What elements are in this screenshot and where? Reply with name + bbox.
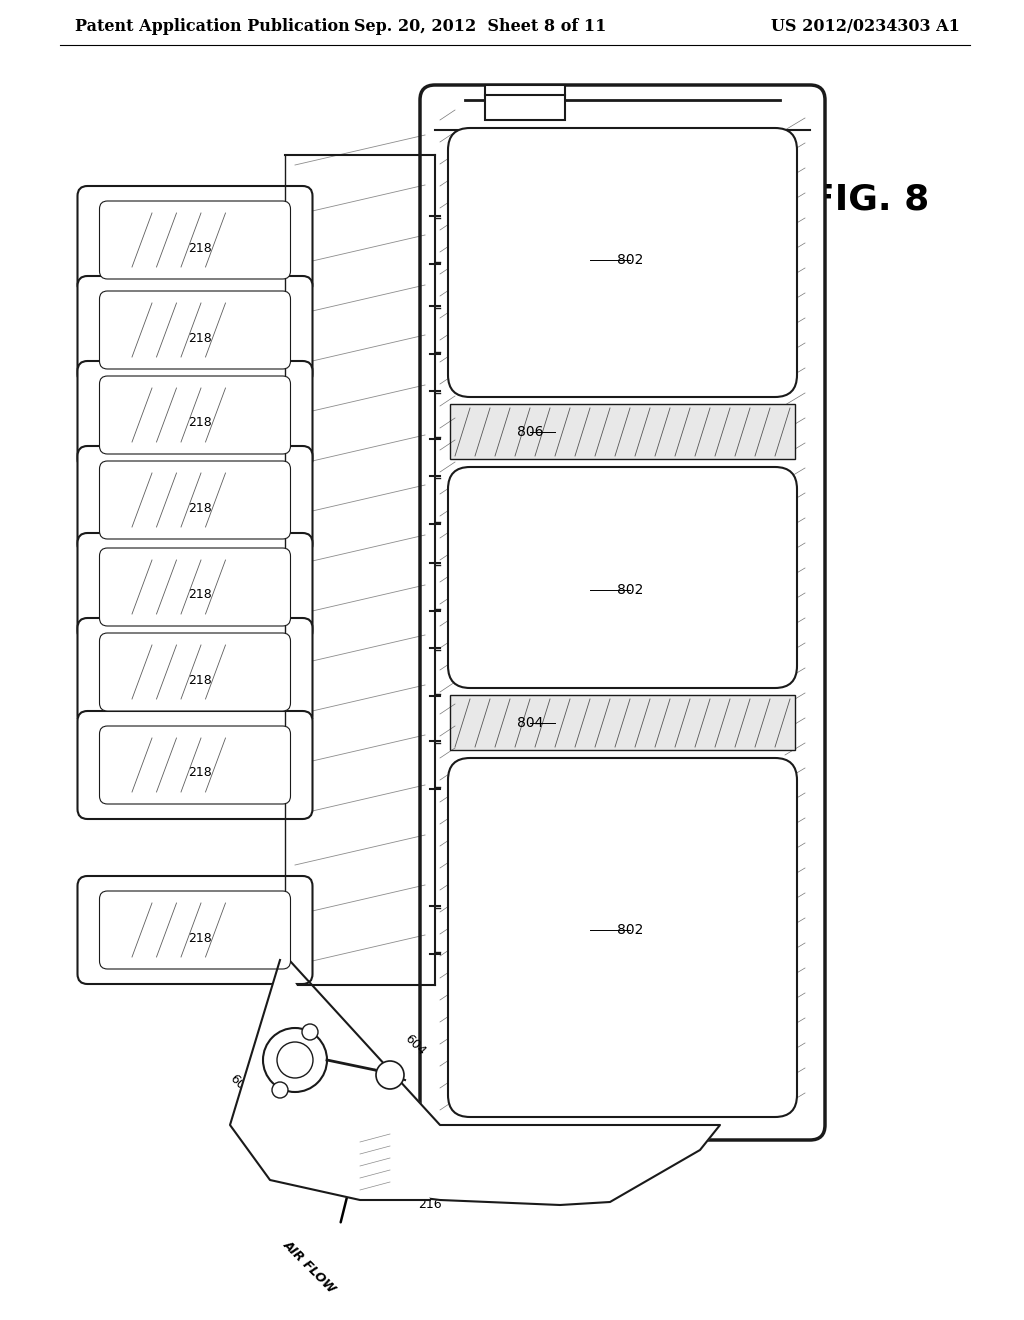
Text: 218: 218	[188, 242, 212, 255]
FancyBboxPatch shape	[420, 84, 825, 1140]
Bar	[485, 84, 565, 120]
Text: 802: 802	[616, 253, 643, 267]
FancyBboxPatch shape	[449, 467, 797, 688]
Text: 802: 802	[616, 923, 643, 937]
Text: 602: 602	[227, 1072, 253, 1098]
FancyBboxPatch shape	[449, 758, 797, 1117]
Text: 218: 218	[188, 417, 212, 429]
FancyBboxPatch shape	[99, 461, 291, 539]
Text: 218: 218	[188, 767, 212, 780]
Text: 216: 216	[418, 1199, 441, 1212]
FancyBboxPatch shape	[78, 360, 312, 469]
Text: 218: 218	[188, 589, 212, 602]
Polygon shape	[230, 960, 430, 1200]
Text: 802: 802	[616, 583, 643, 597]
FancyBboxPatch shape	[99, 726, 291, 804]
Text: 806: 806	[517, 425, 544, 440]
Circle shape	[278, 1041, 313, 1078]
Text: 604: 604	[402, 1032, 428, 1059]
FancyBboxPatch shape	[99, 891, 291, 969]
Text: 606: 606	[342, 1111, 368, 1138]
FancyBboxPatch shape	[78, 446, 312, 554]
FancyBboxPatch shape	[99, 548, 291, 626]
Text: 218: 218	[188, 502, 212, 515]
FancyBboxPatch shape	[78, 711, 312, 818]
Text: Patent Application Publication: Patent Application Publication	[75, 18, 350, 36]
FancyBboxPatch shape	[78, 876, 312, 983]
FancyBboxPatch shape	[99, 201, 291, 279]
Text: 218: 218	[188, 331, 212, 345]
Circle shape	[376, 1061, 404, 1089]
FancyBboxPatch shape	[99, 376, 291, 454]
FancyBboxPatch shape	[78, 276, 312, 384]
Bar	[450, 696, 795, 750]
Text: FIG. 8: FIG. 8	[810, 183, 930, 216]
Bar	[450, 404, 795, 459]
Text: 218: 218	[188, 673, 212, 686]
Text: 804: 804	[517, 715, 543, 730]
FancyBboxPatch shape	[99, 290, 291, 370]
FancyBboxPatch shape	[449, 128, 797, 397]
Text: Sep. 20, 2012  Sheet 8 of 11: Sep. 20, 2012 Sheet 8 of 11	[354, 18, 606, 36]
Polygon shape	[280, 950, 720, 1205]
FancyBboxPatch shape	[78, 533, 312, 642]
Text: 218: 218	[188, 932, 212, 945]
Circle shape	[302, 1024, 318, 1040]
Text: 212: 212	[372, 1082, 398, 1107]
Circle shape	[263, 1028, 327, 1092]
FancyBboxPatch shape	[78, 186, 312, 294]
FancyBboxPatch shape	[78, 618, 312, 726]
Text: AIR FLOW: AIR FLOW	[282, 1238, 339, 1296]
FancyBboxPatch shape	[99, 634, 291, 711]
Circle shape	[272, 1082, 288, 1098]
Text: US 2012/0234303 A1: US 2012/0234303 A1	[771, 18, 961, 36]
